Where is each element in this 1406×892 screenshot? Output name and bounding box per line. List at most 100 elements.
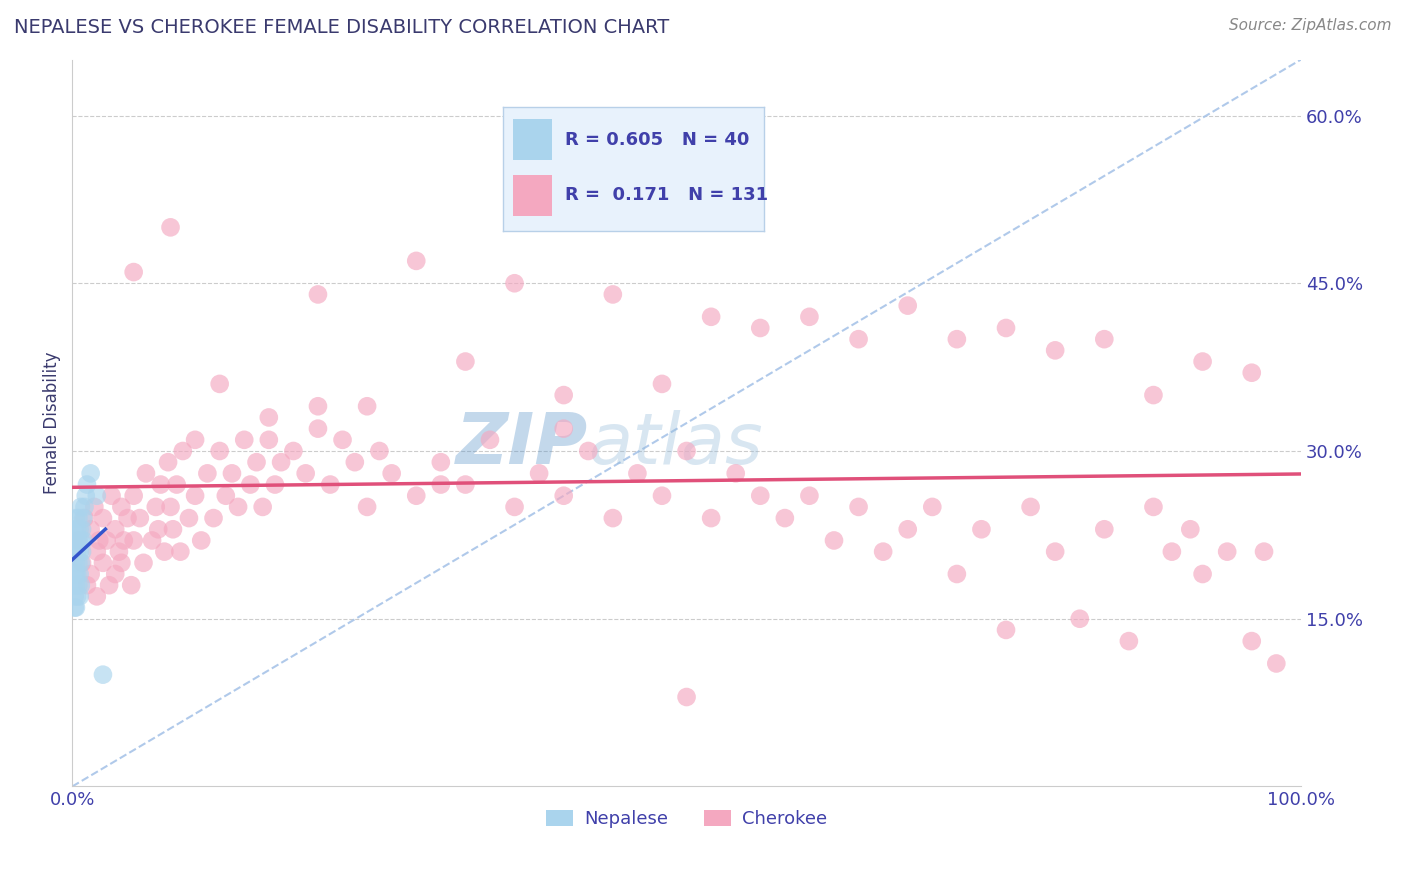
Point xyxy=(454,477,477,491)
Point xyxy=(86,544,108,558)
Point xyxy=(65,567,87,582)
Point xyxy=(1092,332,1115,346)
Point xyxy=(76,477,98,491)
Point xyxy=(75,489,97,503)
Point xyxy=(159,500,181,514)
Point xyxy=(67,533,90,548)
Point xyxy=(381,467,404,481)
Point xyxy=(145,500,167,514)
Point xyxy=(91,667,114,681)
Point xyxy=(626,467,648,481)
Point xyxy=(1216,544,1239,558)
Legend: Nepalese, Cherokee: Nepalese, Cherokee xyxy=(538,803,834,836)
Point xyxy=(749,321,772,335)
Point xyxy=(70,522,93,536)
Point xyxy=(848,500,870,514)
Point xyxy=(995,321,1018,335)
Point xyxy=(67,556,90,570)
Point xyxy=(356,500,378,514)
Point xyxy=(184,489,207,503)
Point xyxy=(177,511,200,525)
Point xyxy=(63,600,86,615)
Point xyxy=(79,567,101,582)
Text: atlas: atlas xyxy=(588,410,763,479)
Point xyxy=(799,489,821,503)
Point xyxy=(69,567,91,582)
Point xyxy=(700,511,723,525)
Point xyxy=(343,455,366,469)
Point xyxy=(651,489,673,503)
Point xyxy=(749,489,772,503)
Point xyxy=(104,567,127,582)
Point xyxy=(65,600,87,615)
Point xyxy=(69,544,91,558)
Point xyxy=(86,590,108,604)
Point xyxy=(553,422,575,436)
Point xyxy=(897,522,920,536)
Point xyxy=(83,500,105,514)
Point xyxy=(63,544,86,558)
Point xyxy=(1240,634,1263,648)
Point xyxy=(65,511,87,525)
Point xyxy=(110,500,132,514)
Point xyxy=(553,388,575,402)
Point xyxy=(96,533,118,548)
Point xyxy=(995,623,1018,637)
Point xyxy=(700,310,723,324)
Point xyxy=(405,489,427,503)
Point xyxy=(122,265,145,279)
Point xyxy=(153,544,176,558)
Point xyxy=(651,376,673,391)
Point xyxy=(257,433,280,447)
Point xyxy=(69,556,91,570)
Point xyxy=(157,455,180,469)
Point xyxy=(576,444,599,458)
Point xyxy=(319,477,342,491)
Point xyxy=(1191,567,1213,582)
Point xyxy=(1069,612,1091,626)
Point xyxy=(848,332,870,346)
Point xyxy=(69,522,91,536)
Point xyxy=(135,467,157,481)
Point xyxy=(73,511,96,525)
Point xyxy=(946,332,969,346)
Point xyxy=(270,455,292,469)
Point xyxy=(172,444,194,458)
Point xyxy=(73,500,96,514)
Point xyxy=(503,500,526,514)
Bar xyxy=(513,175,553,216)
Point xyxy=(239,477,262,491)
Point xyxy=(120,578,142,592)
Point xyxy=(208,444,231,458)
Point xyxy=(69,500,91,514)
Point xyxy=(294,467,316,481)
Point xyxy=(921,500,943,514)
Point xyxy=(208,376,231,391)
Point xyxy=(70,544,93,558)
Point xyxy=(221,467,243,481)
Text: Source: ZipAtlas.com: Source: ZipAtlas.com xyxy=(1229,18,1392,33)
Point xyxy=(405,253,427,268)
Point xyxy=(872,544,894,558)
Point xyxy=(1043,544,1066,558)
Point xyxy=(132,556,155,570)
Text: R = 0.605   N = 40: R = 0.605 N = 40 xyxy=(565,131,749,149)
Point xyxy=(1180,522,1202,536)
Point xyxy=(66,544,89,558)
Point xyxy=(69,590,91,604)
Point xyxy=(773,511,796,525)
Point xyxy=(724,467,747,481)
Point xyxy=(108,544,131,558)
Point xyxy=(946,567,969,582)
Text: NEPALESE VS CHEROKEE FEMALE DISABILITY CORRELATION CHART: NEPALESE VS CHEROKEE FEMALE DISABILITY C… xyxy=(14,18,669,37)
Point xyxy=(91,511,114,525)
Point xyxy=(117,511,139,525)
Point xyxy=(66,567,89,582)
Point xyxy=(62,578,84,592)
Point xyxy=(162,522,184,536)
Point xyxy=(356,399,378,413)
Point xyxy=(430,477,453,491)
Point xyxy=(602,511,624,525)
Point xyxy=(65,533,87,548)
Point xyxy=(166,477,188,491)
